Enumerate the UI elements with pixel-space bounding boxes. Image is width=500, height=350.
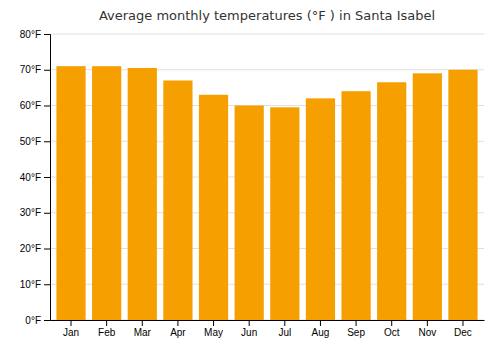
bar	[56, 66, 85, 320]
x-tick: Nov	[418, 320, 436, 338]
y-tick: 60°F	[20, 100, 50, 111]
y-tick-mark	[44, 284, 50, 285]
x-tick-label: Jan	[63, 327, 79, 338]
x-tick: Aug	[312, 320, 330, 338]
bar	[341, 91, 370, 320]
x-tick-mark	[320, 320, 321, 326]
y-tick-mark	[44, 177, 50, 178]
y-tick-mark	[44, 320, 50, 321]
y-tick-mark	[44, 249, 50, 250]
x-tick: Jul	[278, 320, 291, 338]
x-tick-mark	[462, 320, 463, 326]
y-axis: 0°F 10°F 20°F 30°F 40°F 50°F 60°F 70°F 80°F	[20, 29, 51, 326]
chart: 0°F 10°F 20°F 30°F 40°F 50°F 60°F 70°F 80°F Jan Fe…	[0, 0, 500, 350]
bars	[56, 66, 477, 320]
y-tick-mark	[44, 141, 50, 142]
y-tick-label: 60°F	[20, 100, 41, 111]
x-tick: Jan	[63, 320, 79, 338]
y-tick-label: 70°F	[20, 64, 41, 75]
x-tick: Oct	[384, 320, 400, 338]
y-tick-label: 80°F	[20, 29, 41, 40]
x-tick-label: Jul	[278, 327, 291, 338]
y-tick: 20°F	[20, 243, 50, 254]
bar	[306, 98, 335, 320]
x-tick-mark	[427, 320, 428, 326]
x-tick-label: Aug	[312, 327, 330, 338]
bar	[270, 107, 299, 320]
x-tick-mark	[356, 320, 357, 326]
x-axis: Jan Feb Mar Apr May Jun Jul Aug Sep Oct Nov Dec	[51, 320, 485, 338]
grid	[50, 34, 484, 320]
y-tick: 70°F	[20, 64, 50, 75]
grid-line	[50, 34, 484, 35]
y-tick: 10°F	[20, 279, 50, 290]
y-tick-mark	[44, 34, 50, 35]
x-tick-mark	[71, 320, 72, 326]
bar	[199, 95, 228, 320]
x-tick: Jun	[241, 320, 257, 338]
x-tick-mark	[391, 320, 392, 326]
y-tick-mark	[44, 213, 50, 214]
y-tick: 30°F	[20, 207, 50, 218]
x-tick-label: Oct	[384, 327, 400, 338]
x-tick-label: Jun	[241, 327, 257, 338]
bar	[377, 82, 406, 320]
x-tick-mark	[106, 320, 107, 326]
y-tick: 50°F	[20, 136, 50, 147]
bar	[128, 68, 157, 320]
x-tick-label: Nov	[418, 327, 436, 338]
x-tick: Feb	[98, 320, 116, 338]
y-tick-label: 0°F	[25, 315, 41, 326]
x-tick: Sep	[347, 320, 365, 338]
bar	[163, 80, 192, 320]
y-tick: 40°F	[20, 172, 50, 183]
y-axis-line	[44, 35, 51, 321]
y-tick-mark	[44, 106, 50, 107]
x-tick-mark	[142, 320, 143, 326]
plot: 0°F 10°F 20°F 30°F 40°F 50°F 60°F 70°F 80°F Jan Fe…	[20, 29, 485, 338]
y-tick-label: 10°F	[20, 279, 41, 290]
bar	[413, 73, 442, 320]
x-tick-mark	[177, 320, 178, 326]
x-tick: May	[204, 320, 223, 338]
y-tick-label: 20°F	[20, 243, 41, 254]
x-axis-line	[51, 320, 485, 321]
x-tick-label: Sep	[347, 327, 365, 338]
x-tick-label: Dec	[454, 327, 472, 338]
x-tick: Dec	[454, 320, 472, 338]
x-tick-label: Apr	[170, 327, 186, 338]
x-tick-label: Mar	[134, 327, 152, 338]
x-tick-label: Feb	[98, 327, 116, 338]
title: Average monthly temperatures (°F ) in Sa…	[99, 8, 435, 23]
x-tick-mark	[213, 320, 214, 326]
y-tick-mark	[44, 70, 50, 71]
bar	[235, 106, 264, 321]
bar	[92, 66, 121, 320]
x-tick-mark	[249, 320, 250, 326]
y-tick-label: 50°F	[20, 136, 41, 147]
bar	[448, 70, 477, 320]
y-tick: 80°F	[20, 29, 50, 40]
x-tick-label: May	[204, 327, 223, 338]
y-tick-label: 40°F	[20, 172, 41, 183]
x-tick: Mar	[134, 320, 152, 338]
y-tick: 0°F	[25, 315, 50, 326]
y-tick-label: 30°F	[20, 207, 41, 218]
x-tick: Apr	[170, 320, 186, 338]
x-tick-mark	[284, 320, 285, 326]
